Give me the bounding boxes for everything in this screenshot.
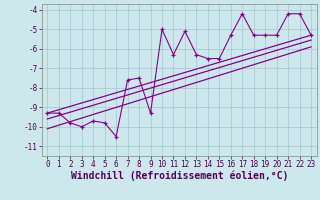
X-axis label: Windchill (Refroidissement éolien,°C): Windchill (Refroidissement éolien,°C) (70, 171, 288, 181)
